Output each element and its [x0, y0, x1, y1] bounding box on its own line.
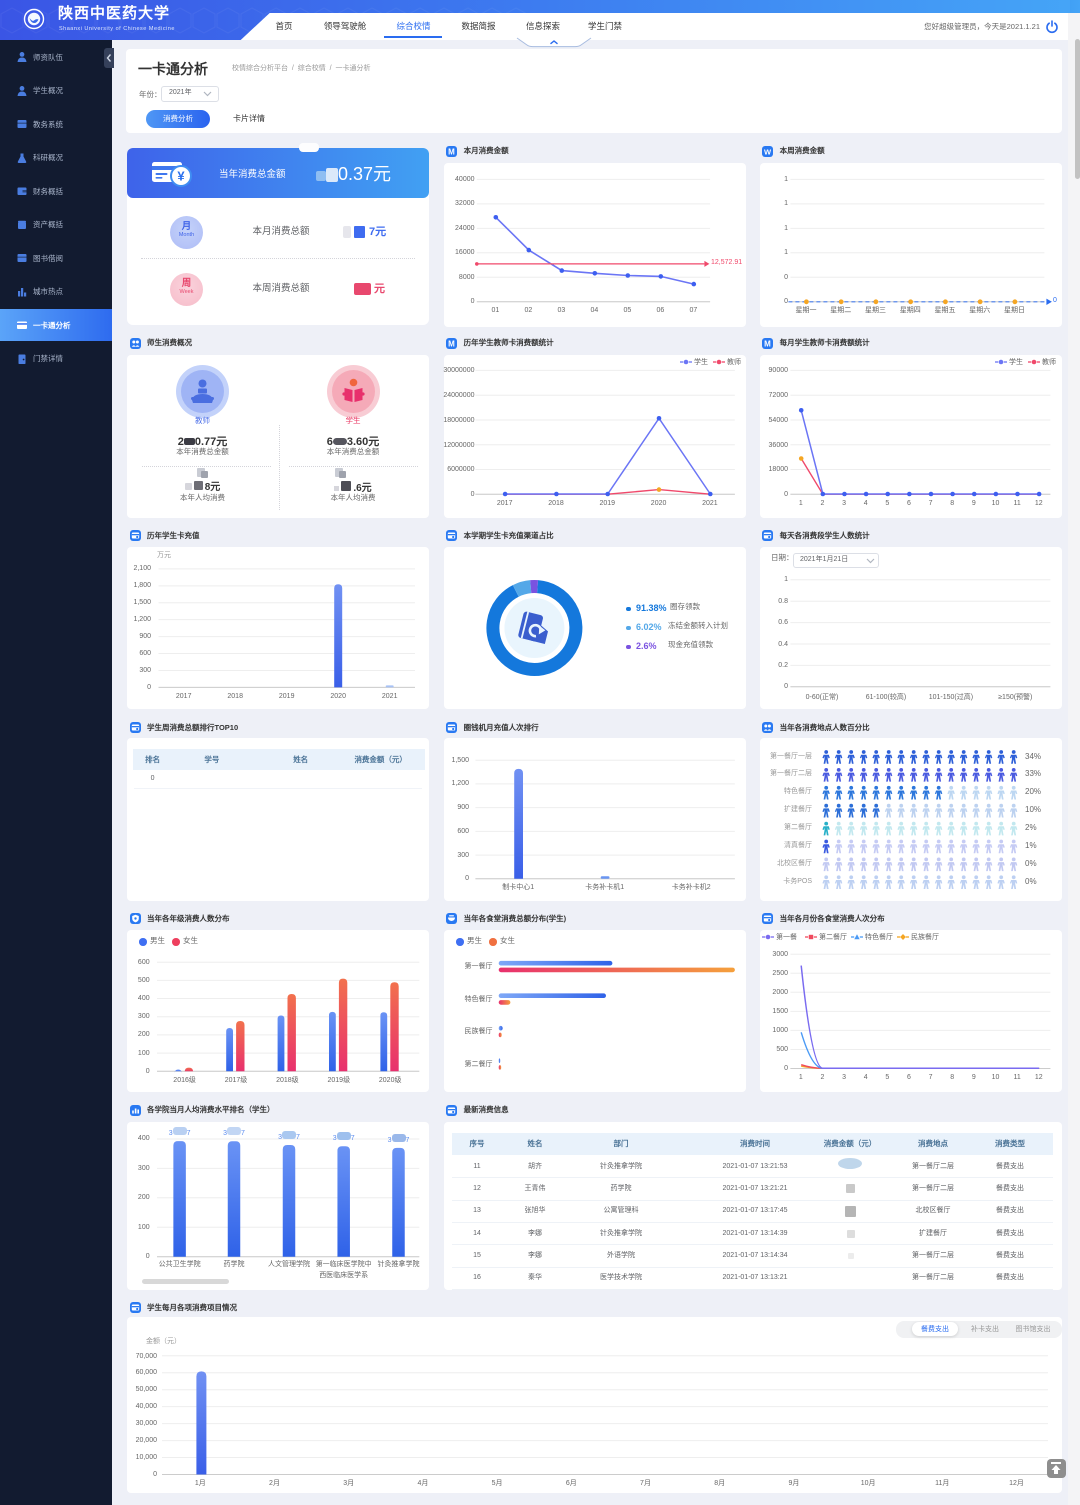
svg-text:M: M — [448, 339, 455, 348]
svg-text:M: M — [448, 147, 455, 156]
svg-text:M: M — [764, 339, 771, 348]
svg-text:¥: ¥ — [177, 169, 185, 184]
svg-text:W: W — [764, 147, 772, 156]
